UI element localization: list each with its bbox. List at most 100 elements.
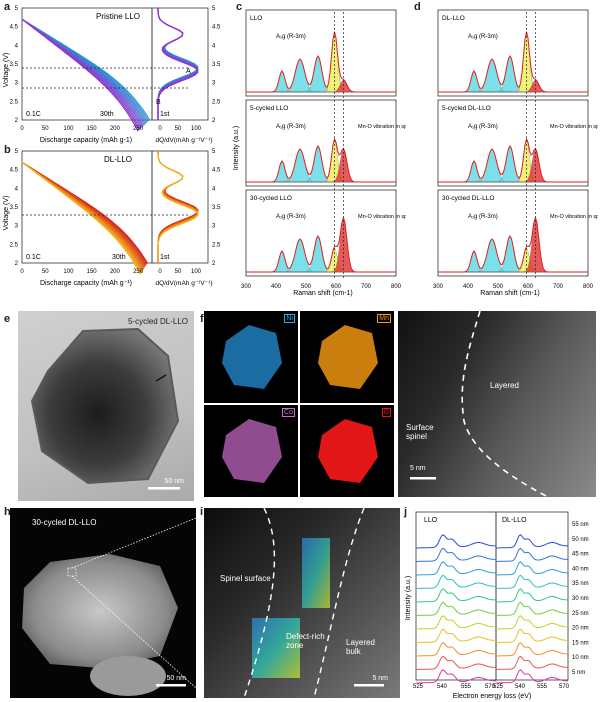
x-tick-label: 500 bbox=[493, 284, 504, 290]
panel-j-right: DL-LLO bbox=[502, 517, 527, 524]
eels-spectrum bbox=[416, 574, 496, 589]
x-tick-label: 400 bbox=[271, 284, 282, 290]
label-layered-bulk: Layered bulk bbox=[346, 638, 375, 656]
x-tick-label: 150 bbox=[87, 269, 98, 275]
x-tick-label: 0 bbox=[20, 126, 24, 132]
panel-b-cycle30: 30th bbox=[112, 254, 126, 261]
label-ni: Ni bbox=[284, 314, 295, 323]
x-tick-label: 0 bbox=[20, 269, 24, 275]
raman-fit bbox=[246, 137, 396, 183]
label-o: O bbox=[381, 408, 391, 417]
y-tick-label-right: 2 bbox=[212, 261, 216, 267]
panel-e-letter: e bbox=[4, 313, 11, 325]
depth-label: 50 nm bbox=[572, 537, 589, 543]
a1g-label: A₁g (R-3m) bbox=[468, 34, 498, 40]
eels-spectrum bbox=[416, 642, 496, 657]
y-tick-label-right: 2.5 bbox=[212, 99, 221, 105]
y-tick-label: 4 bbox=[15, 186, 19, 192]
haadf-image-h: 30-cycled DL-LLO 50 nm bbox=[10, 508, 196, 698]
panel-d-letter: d bbox=[414, 1, 421, 13]
depth-label: 20 nm bbox=[572, 626, 589, 632]
a1g-label: A₁g (R-3m) bbox=[276, 214, 306, 220]
eels-spectrum bbox=[496, 669, 568, 684]
panel-g-scale: 5 nm bbox=[410, 465, 426, 472]
eels-spectrum bbox=[416, 547, 496, 562]
dqdv-curve bbox=[157, 151, 199, 263]
panel-j-ylabel: Intensity (a.u.) bbox=[405, 576, 412, 620]
eels-spectrum bbox=[496, 655, 568, 670]
panel-b-xlabel-left: Discharge capacity (mAh g⁻¹) bbox=[40, 280, 132, 287]
label-co: Co bbox=[282, 408, 295, 417]
y-tick-label: 2.5 bbox=[10, 242, 19, 248]
panel-d-chart: DL-LLO A₁g (R-3m) 5-cycled DL-LLO A₁g (R-3m… bbox=[433, 9, 598, 297]
depth-label: 10 nm bbox=[572, 655, 589, 661]
panel-h-title: 30-cycled DL-LLO bbox=[32, 518, 97, 527]
x-tick-label: 100 bbox=[63, 269, 74, 275]
x-tick-label-right: 100 bbox=[191, 126, 202, 132]
depth-label: 25 nm bbox=[572, 611, 589, 617]
y-tick-label: 3 bbox=[15, 224, 19, 230]
x-tick-label: 250 bbox=[133, 269, 144, 275]
y-tick-label: 4.5 bbox=[10, 25, 19, 31]
panel-a-rate: 0.1C bbox=[26, 111, 41, 118]
tem-image-e: 5-cycled DL-LLO 50 nm bbox=[18, 311, 194, 501]
panel-j-xlabel: Electron energy loss (eV) bbox=[453, 693, 532, 700]
raman-sample-label: 5-cycled DL-LLO bbox=[442, 105, 491, 112]
a1g-label: A₁g (R-3m) bbox=[468, 214, 498, 220]
y-tick-label-right: 3.5 bbox=[212, 62, 221, 68]
depth-label: 35 nm bbox=[572, 581, 589, 587]
eels-spectrum bbox=[496, 615, 568, 630]
panel-b-rate: 0.1C bbox=[26, 254, 41, 261]
panel-b-title: DL-LLO bbox=[104, 155, 132, 164]
panel-j-chart: LLO DL-LLO 55 nm 50 nm 45 nm 40 nm 35 nm 30 n… bbox=[405, 511, 589, 700]
eels-spectrum bbox=[496, 574, 568, 589]
panel-e-scale: 50 nm bbox=[164, 478, 184, 485]
dqdv-curve bbox=[157, 8, 199, 120]
y-tick-label: 5 bbox=[15, 149, 19, 155]
y-tick-label-right: 4 bbox=[212, 43, 216, 49]
a1g-label: A₁g (R-3m) bbox=[276, 124, 306, 130]
depth-label: 15 nm bbox=[572, 640, 589, 646]
depth-label: 45 nm bbox=[572, 552, 589, 558]
eels-spectrum bbox=[416, 588, 496, 603]
label-surface-spinel: Surface spinel bbox=[406, 423, 434, 441]
panel-a-cycle30: 30th bbox=[100, 111, 114, 118]
mno-label: Mn-O vibration in spinel bbox=[550, 124, 598, 130]
x-tick-label-right: 525 bbox=[493, 684, 504, 690]
x-tick-label: 150 bbox=[87, 126, 98, 132]
y-tick-label: 5 bbox=[15, 6, 19, 12]
x-tick-label-right: 540 bbox=[515, 684, 526, 690]
panel-b-xlabel-right: dQ/dV(mAh g⁻¹V⁻¹) bbox=[155, 280, 212, 287]
x-tick-label: 50 bbox=[42, 269, 49, 275]
eels-spectrum bbox=[416, 534, 496, 549]
panel-j-left: LLO bbox=[424, 517, 438, 524]
dqdv-curve bbox=[157, 151, 199, 263]
panel-h-letter: h bbox=[4, 506, 11, 518]
panel-a-letter: a bbox=[4, 1, 11, 13]
y-tick-label: 2 bbox=[15, 261, 19, 267]
x-tick-label-right: 100 bbox=[191, 269, 202, 275]
mno-label: Mn-O vibration in spinel bbox=[358, 214, 406, 220]
eels-spectrum bbox=[416, 561, 496, 576]
panel-h-scale: 50 nm bbox=[166, 675, 186, 682]
x-tick-label: 100 bbox=[63, 126, 74, 132]
panel-a-chart: Pristine LLO A B 0.1C 30th 1st Voltage (… bbox=[3, 6, 221, 144]
x-tick-label-right: 555 bbox=[537, 684, 548, 690]
a1g-label: A₁g (R-3m) bbox=[276, 34, 306, 40]
x-tick-label: 500 bbox=[301, 284, 312, 290]
y-tick-label: 3.5 bbox=[10, 62, 19, 68]
mno-label: Mn-O vibration in spinel bbox=[358, 124, 406, 130]
raman-fit bbox=[438, 31, 588, 93]
voltage-curve bbox=[21, 161, 141, 275]
panel-c-letter: c bbox=[236, 1, 243, 13]
eels-spectrum bbox=[416, 669, 496, 684]
depth-label: 30 nm bbox=[572, 596, 589, 602]
x-tick-label: 555 bbox=[461, 684, 472, 690]
x-tick-label: 540 bbox=[437, 684, 448, 690]
panel-a-cycle1: 1st bbox=[160, 111, 169, 118]
panel-a-ylabel: Voltage (V) bbox=[3, 53, 10, 88]
label-spinel-surface: Spinel surface bbox=[220, 574, 271, 583]
eels-spectrum bbox=[496, 601, 568, 616]
eels-spectrum bbox=[496, 628, 568, 643]
x-tick-label: 700 bbox=[553, 284, 564, 290]
